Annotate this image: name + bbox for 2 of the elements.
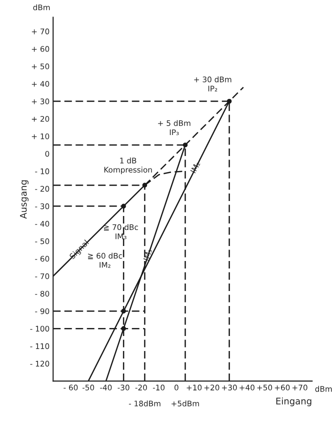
- x-axis-title: Eingang: [276, 397, 312, 406]
- y-axis-title: Ausgang: [20, 180, 28, 219]
